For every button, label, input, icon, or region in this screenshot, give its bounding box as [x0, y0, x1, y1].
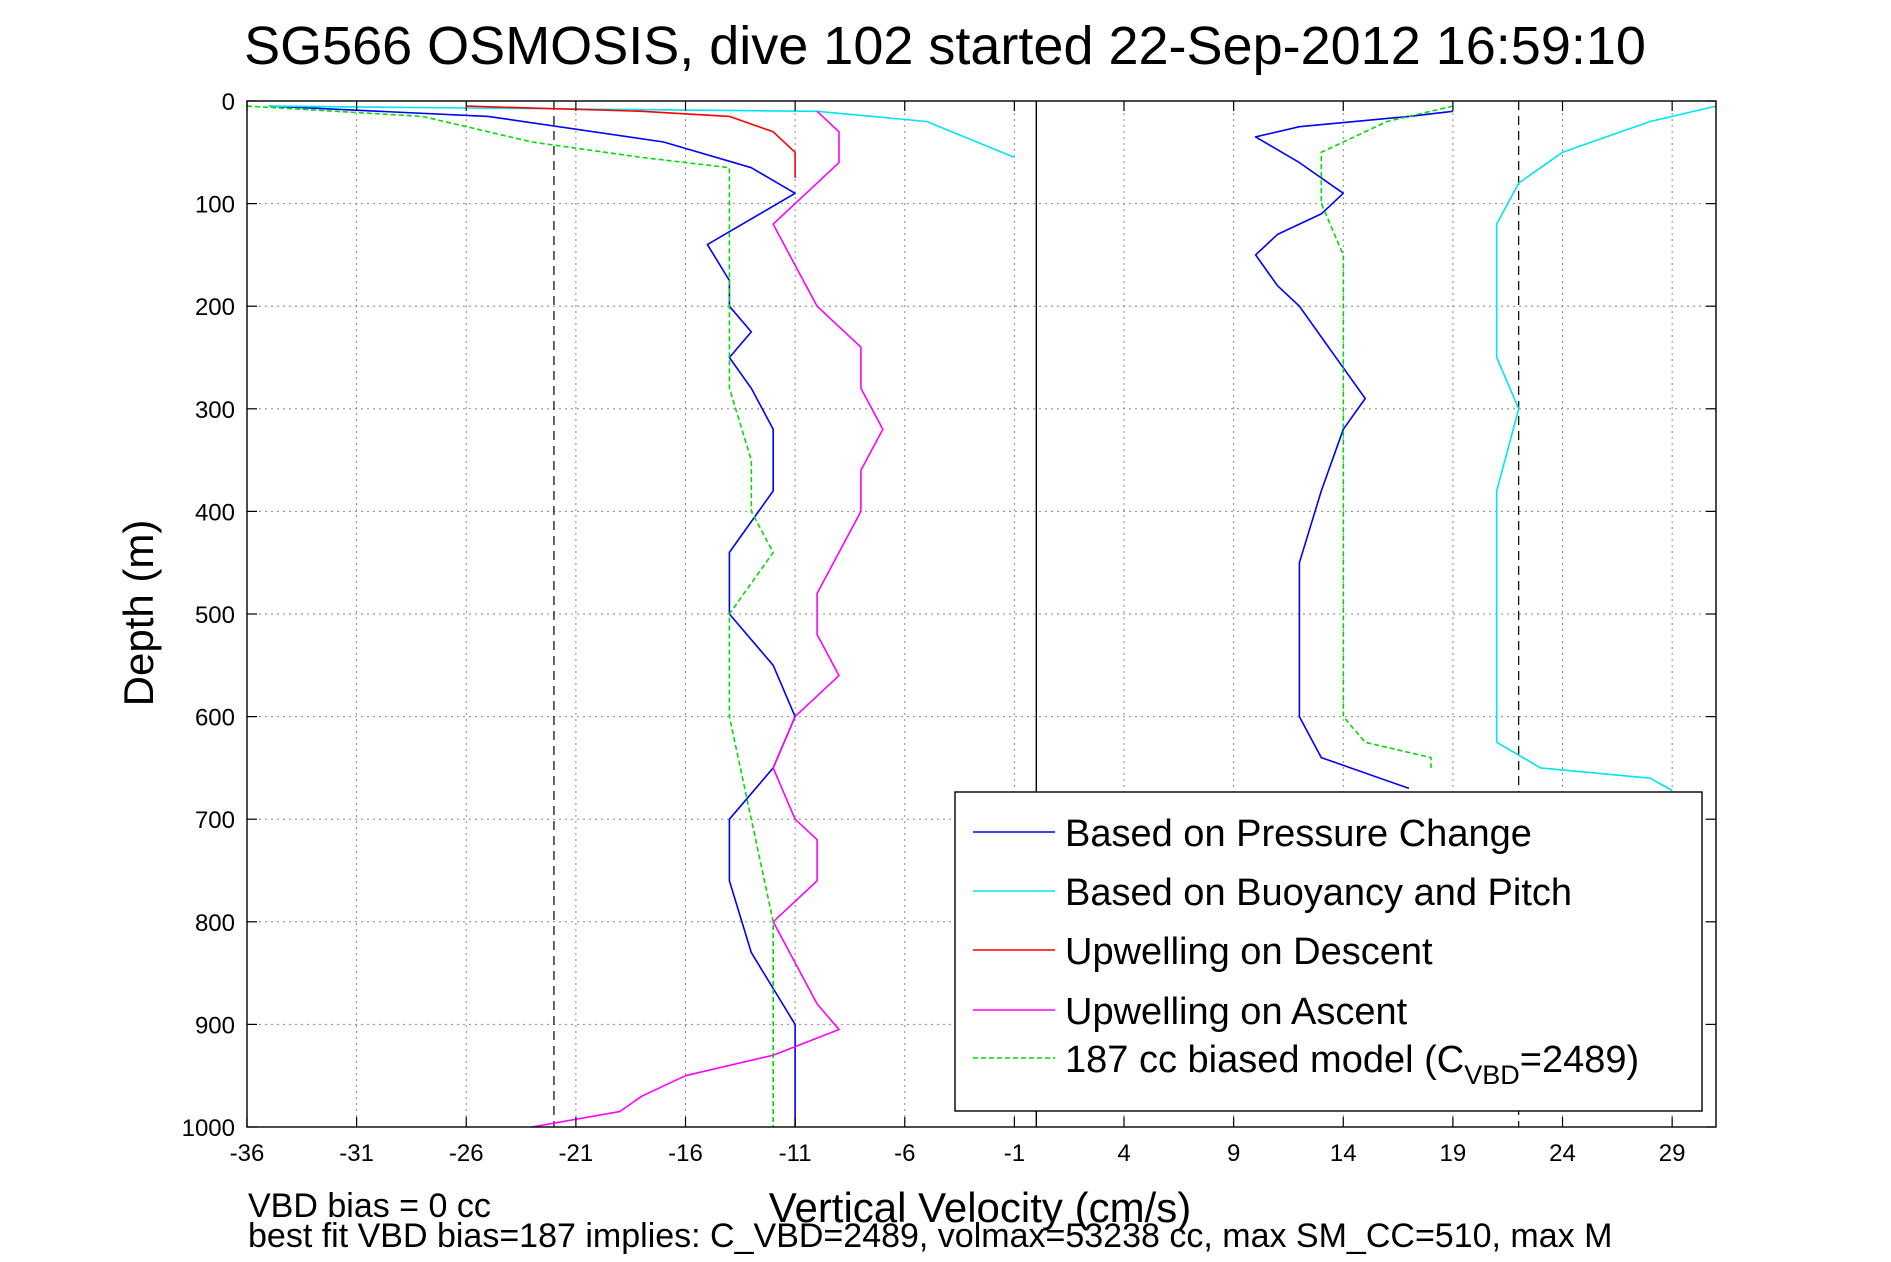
x-tick-label: 19 — [1440, 1140, 1467, 1167]
y-tick-label: 200 — [195, 294, 235, 321]
x-tick-label: 9 — [1227, 1140, 1240, 1167]
y-tick-label: 800 — [195, 910, 235, 937]
series-line-1 — [1495, 105, 1717, 792]
chart-title: SG566 OSMOSIS, dive 102 started 22-Sep-2… — [244, 16, 1646, 76]
series-line-2 — [466, 105, 796, 178]
x-axis-label: Vertical Velocity (cm/s) — [769, 1184, 1191, 1231]
y-tick-label: 0 — [222, 89, 235, 116]
legend-label-1: Based on Buoyancy and Pitch — [1065, 872, 1572, 914]
y-tick-label: 700 — [195, 807, 235, 834]
x-tick-label: -21 — [559, 1140, 594, 1167]
x-tick-label: -26 — [449, 1140, 484, 1167]
x-tick-label: -36 — [230, 1140, 265, 1167]
series-line-0 — [268, 105, 796, 1127]
series-group — [246, 105, 1717, 1128]
y-tick-label: 900 — [195, 1012, 235, 1039]
y-tick-label: 300 — [195, 397, 235, 424]
x-tick-label: 14 — [1330, 1140, 1357, 1167]
axis-ticks: -36 -31 -26 -21 -16 -11 -6 -1 4 9 14 19 24 29 0 100 200 3… — [182, 89, 1716, 1167]
legend-label-0: Based on Pressure Change — [1065, 813, 1532, 855]
series-line-4 — [246, 105, 774, 1127]
y-tick-label: 1000 — [182, 1115, 235, 1142]
x-tick-label: -31 — [339, 1140, 374, 1167]
x-tick-label: -16 — [668, 1140, 703, 1167]
x-tick-label: -11 — [779, 1140, 812, 1167]
annotation-best-fit: best fit VBD bias=187 implies: C_VBD=248… — [248, 1217, 1612, 1255]
legend-label-3: Upwelling on Ascent — [1065, 991, 1408, 1033]
x-tick-label: 24 — [1549, 1140, 1576, 1167]
series-line-1 — [268, 105, 1015, 159]
annotation-vbd-bias: VBD bias = 0 cc — [248, 1187, 491, 1225]
y-tick-label: 100 — [195, 192, 235, 219]
series-line-3 — [531, 110, 884, 1128]
y-tick-label: 500 — [195, 602, 235, 629]
legend: Based on Pressure Change Based on Buoyanc… — [954, 791, 1703, 1112]
series-line-0 — [1254, 110, 1453, 790]
x-tick-label: 4 — [1117, 1140, 1130, 1167]
legend-label-2: Upwelling on Descent — [1065, 931, 1433, 973]
y-tick-label: 400 — [195, 499, 235, 526]
x-tick-label: -6 — [894, 1140, 915, 1167]
y-axis-label: Depth (m) — [115, 520, 162, 707]
legend-box — [954, 791, 1703, 1112]
series-line-4 — [1320, 105, 1454, 768]
x-tick-label: -1 — [1004, 1140, 1025, 1167]
y-tick-label: 600 — [195, 705, 235, 732]
x-tick-label: 29 — [1659, 1140, 1686, 1167]
